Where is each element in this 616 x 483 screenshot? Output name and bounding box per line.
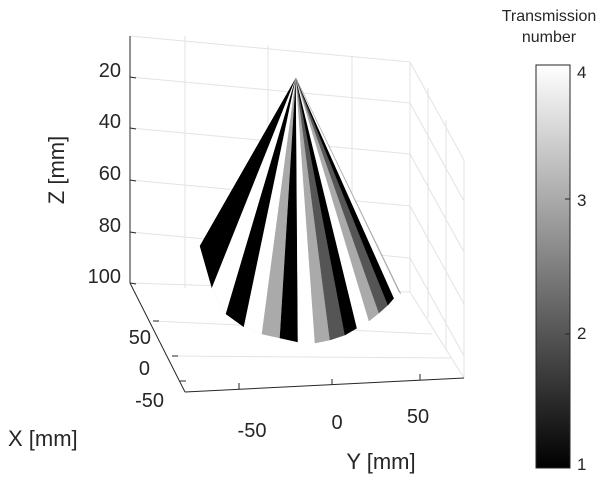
x-tick-label: -50 [135,390,164,412]
y-tick-labels: -50 0 50 [238,406,430,442]
x-tick-label: 50 [129,327,151,349]
colorbar-tick-label: 1 [577,455,586,474]
x-tick-label: 0 [139,358,150,380]
cone-surface [199,77,402,344]
colorbar-tick-label: 2 [577,324,586,343]
z-tick-label: 100 [88,266,121,288]
y-tick-label: 50 [407,406,429,428]
x-ticks [153,320,186,382]
z-tick-label: 80 [99,215,121,237]
z-tick-labels: 20 40 60 80 100 [88,60,121,288]
x-axis-label: X [mm] [8,426,78,451]
y-ticks [238,374,421,389]
z-tick-label: 20 [99,60,121,82]
colorbar-tick-label: 4 [577,63,586,82]
y-tick-label: -50 [238,420,267,442]
z-tick-label: 40 [99,111,121,133]
z-ticks [129,76,137,285]
colorbar-tick-label: 3 [577,191,586,210]
colorbar: Transmission number 1 2 3 4 [502,8,597,474]
colorbar-title: Transmission [502,8,597,25]
z-axis-label: Z [mm] [44,136,69,204]
y-tick-label: 0 [331,412,342,434]
x-tick-labels: 50 0 -50 [129,327,164,412]
colorbar-gradient [535,64,571,469]
cone-sector [295,77,402,295]
y-axis-label: Y [mm] [346,449,415,474]
colorbar-title: number [522,29,577,46]
z-tick-label: 60 [99,163,121,185]
